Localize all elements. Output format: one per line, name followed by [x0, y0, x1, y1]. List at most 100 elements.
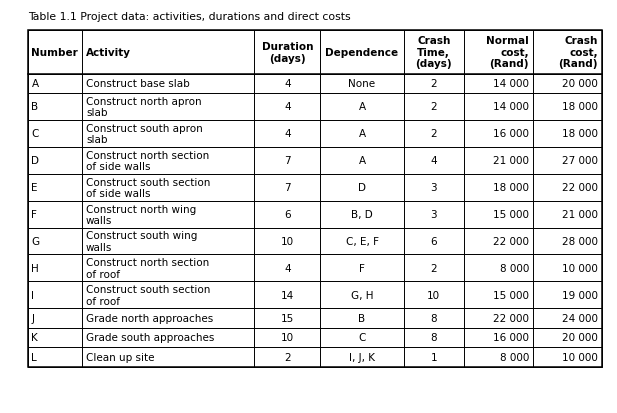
- Text: F: F: [31, 209, 38, 220]
- Text: D: D: [31, 156, 39, 166]
- Text: 27 000: 27 000: [562, 156, 598, 166]
- Text: Duration
(days): Duration (days): [262, 42, 313, 64]
- Text: 3: 3: [431, 209, 437, 220]
- Bar: [28, 201, 602, 228]
- Text: 16 000: 16 000: [493, 332, 529, 343]
- Text: H: H: [31, 263, 39, 273]
- Text: Grade south approaches: Grade south approaches: [86, 332, 214, 343]
- Text: Normal
cost,
(Rand): Normal cost, (Rand): [486, 36, 529, 69]
- Text: 21 000: 21 000: [562, 209, 598, 220]
- Text: B, D: B, D: [351, 209, 373, 220]
- Bar: [28, 255, 602, 282]
- Text: 7: 7: [284, 156, 291, 166]
- Text: F: F: [359, 263, 365, 273]
- Text: B: B: [31, 102, 39, 112]
- Text: Number: Number: [31, 47, 78, 58]
- Bar: [28, 31, 602, 74]
- Text: 10: 10: [427, 290, 441, 300]
- Text: 21 000: 21 000: [493, 156, 529, 166]
- Text: Construct north apron
slab: Construct north apron slab: [86, 97, 202, 118]
- Text: J: J: [31, 313, 35, 323]
- Bar: [28, 309, 602, 328]
- Text: Construct south apron
slab: Construct south apron slab: [86, 123, 203, 145]
- Text: None: None: [349, 79, 376, 89]
- Text: C: C: [358, 332, 366, 343]
- Text: 14 000: 14 000: [493, 102, 529, 112]
- Text: 28 000: 28 000: [562, 236, 598, 247]
- Bar: [28, 282, 602, 309]
- Text: B: B: [358, 313, 365, 323]
- Text: 18 000: 18 000: [493, 183, 529, 193]
- Text: 16 000: 16 000: [493, 129, 529, 139]
- Text: 10 000: 10 000: [562, 263, 598, 273]
- Text: 8: 8: [431, 313, 437, 323]
- Text: Construct north wing
walls: Construct north wing walls: [86, 204, 196, 225]
- Text: Activity: Activity: [86, 47, 131, 58]
- Bar: [28, 147, 602, 174]
- Text: A: A: [358, 102, 365, 112]
- Text: 14 000: 14 000: [493, 79, 529, 89]
- Text: Construct base slab: Construct base slab: [86, 79, 190, 89]
- Bar: [28, 228, 602, 255]
- Text: 18 000: 18 000: [562, 102, 598, 112]
- Text: D: D: [358, 183, 366, 193]
- Text: A: A: [358, 156, 365, 166]
- Text: A: A: [31, 79, 39, 89]
- Text: G: G: [31, 236, 39, 247]
- Text: 4: 4: [284, 129, 291, 139]
- Text: 2: 2: [284, 352, 291, 362]
- Text: 3: 3: [431, 183, 437, 193]
- Text: 15 000: 15 000: [493, 209, 529, 220]
- Text: G, H: G, H: [350, 290, 373, 300]
- Text: 1: 1: [431, 352, 437, 362]
- Text: L: L: [31, 352, 37, 362]
- Text: 19 000: 19 000: [562, 290, 598, 300]
- Text: I: I: [31, 290, 35, 300]
- Text: C, E, F: C, E, F: [346, 236, 378, 247]
- Text: 20 000: 20 000: [562, 332, 598, 343]
- Text: 4: 4: [284, 102, 291, 112]
- Text: Construct north section
of side walls: Construct north section of side walls: [86, 150, 209, 172]
- Text: 2: 2: [431, 129, 437, 139]
- Text: 2: 2: [431, 79, 437, 89]
- Text: C: C: [31, 129, 39, 139]
- Text: Clean up site: Clean up site: [86, 352, 154, 362]
- Text: A: A: [358, 129, 365, 139]
- Text: 4: 4: [284, 263, 291, 273]
- Text: 10: 10: [281, 236, 294, 247]
- Text: 6: 6: [284, 209, 291, 220]
- Text: 15: 15: [281, 313, 294, 323]
- Text: 15 000: 15 000: [493, 290, 529, 300]
- Text: 7: 7: [284, 183, 291, 193]
- Text: 2: 2: [431, 263, 437, 273]
- Bar: [28, 74, 602, 94]
- Text: Crash
Time,
(days): Crash Time, (days): [415, 36, 452, 69]
- Text: 22 000: 22 000: [493, 236, 529, 247]
- Text: E: E: [31, 183, 38, 193]
- Bar: [28, 174, 602, 201]
- Text: Grade north approaches: Grade north approaches: [86, 313, 213, 323]
- Text: 4: 4: [431, 156, 437, 166]
- Text: 8: 8: [431, 332, 437, 343]
- Text: 4: 4: [284, 79, 291, 89]
- Text: 6: 6: [431, 236, 437, 247]
- Text: 18 000: 18 000: [562, 129, 598, 139]
- Text: Construct north section
of roof: Construct north section of roof: [86, 258, 209, 279]
- Text: Crash
cost,
(Rand): Crash cost, (Rand): [558, 36, 598, 69]
- Text: Construct south section
of side walls: Construct south section of side walls: [86, 177, 210, 199]
- Text: K: K: [31, 332, 38, 343]
- Text: 8 000: 8 000: [500, 263, 529, 273]
- Text: 10: 10: [281, 332, 294, 343]
- Text: I, J, K: I, J, K: [349, 352, 375, 362]
- Text: 8 000: 8 000: [500, 352, 529, 362]
- Bar: [28, 121, 602, 147]
- Text: 14: 14: [281, 290, 294, 300]
- Bar: [28, 31, 602, 367]
- Text: Dependence: Dependence: [325, 47, 399, 58]
- Bar: [28, 94, 602, 121]
- Text: 24 000: 24 000: [562, 313, 598, 323]
- Text: Construct south wing
walls: Construct south wing walls: [86, 231, 197, 252]
- Text: 2: 2: [431, 102, 437, 112]
- Text: 22 000: 22 000: [493, 313, 529, 323]
- Text: 10 000: 10 000: [562, 352, 598, 362]
